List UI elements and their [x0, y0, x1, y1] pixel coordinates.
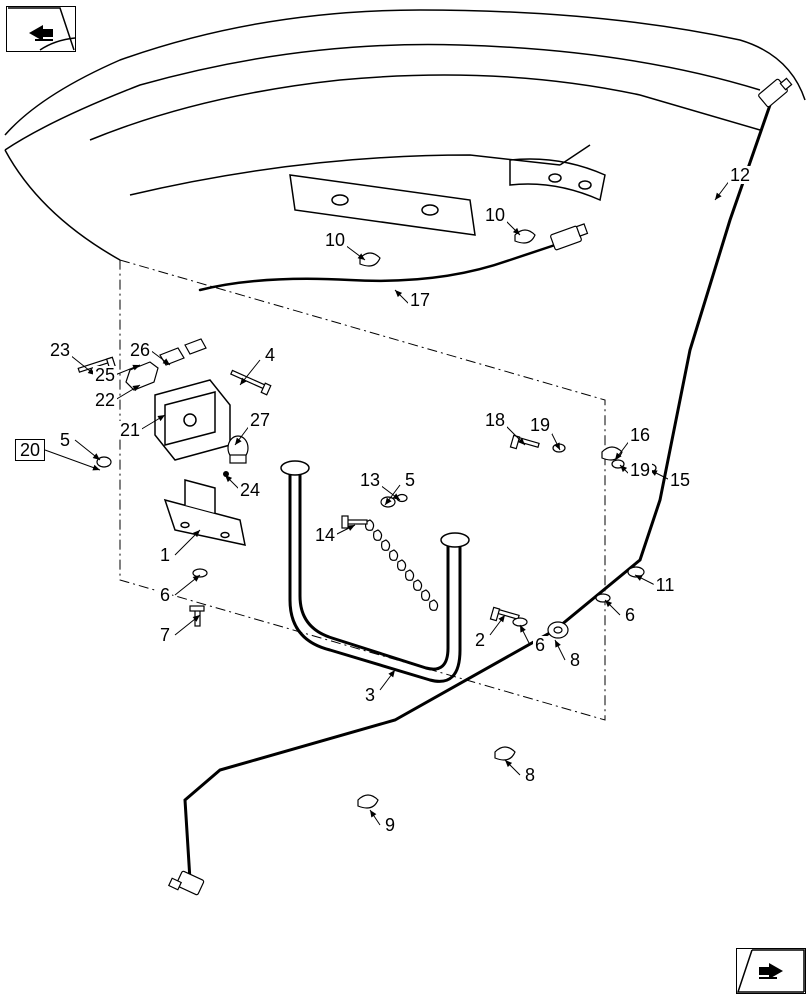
callout-11: 11: [654, 576, 677, 594]
callout-19: 19: [528, 416, 552, 434]
callout-4: 4: [263, 346, 277, 364]
callout-15: 15: [668, 471, 692, 489]
callout-6: 6: [623, 606, 637, 624]
callout-22: 22: [93, 391, 117, 409]
callout-27: 27: [248, 411, 272, 429]
callout-25: 25: [93, 366, 117, 384]
callout-20: 20: [15, 439, 45, 461]
callout-24: 24: [238, 481, 262, 499]
callout-10: 10: [323, 231, 347, 249]
callout-5: 5: [403, 471, 417, 489]
callout-2: 2: [473, 631, 487, 649]
callout-6: 6: [533, 636, 547, 654]
callout-16: 16: [628, 426, 652, 444]
callout-26: 26: [128, 341, 152, 359]
callout-5: 5: [58, 431, 72, 449]
callout-18: 18: [483, 411, 507, 429]
callout-9: 9: [383, 816, 397, 834]
callout-8: 8: [523, 766, 537, 784]
parts-drawing: [0, 0, 812, 1000]
callout-14: 14: [313, 526, 337, 544]
callout-6: 6: [158, 586, 172, 604]
diagram-viewport: 1234556667889101011121314151617181919202…: [0, 0, 812, 1000]
callout-21: 21: [118, 421, 142, 439]
callout-3: 3: [363, 686, 377, 704]
callout-7: 7: [158, 626, 172, 644]
callout-10: 10: [483, 206, 507, 224]
callout-8: 8: [568, 651, 582, 669]
callout-1: 1: [158, 546, 172, 564]
callout-19: 19: [628, 461, 652, 479]
callout-17: 17: [408, 291, 432, 309]
callout-23: 23: [48, 341, 72, 359]
callout-12: 12: [728, 166, 752, 184]
callout-13: 13: [358, 471, 382, 489]
